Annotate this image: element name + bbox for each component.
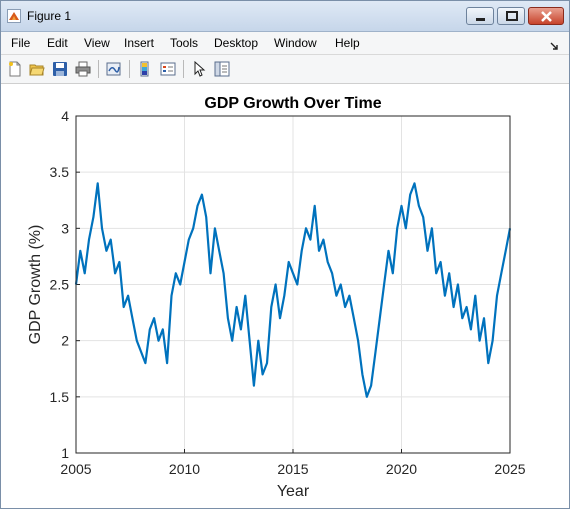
y-tick-label: 1	[61, 445, 69, 461]
legend-icon	[160, 62, 176, 76]
colorbar-button[interactable]	[135, 59, 155, 79]
menu-window[interactable]: Window	[274, 36, 317, 50]
toolbar-separator	[183, 60, 184, 78]
title-bar[interactable]: Figure 1	[1, 1, 569, 32]
y-tick-label: 3.5	[50, 164, 70, 180]
toolbar-separator	[98, 60, 99, 78]
pointer-button[interactable]	[189, 59, 209, 79]
maximize-icon	[506, 11, 518, 21]
menu-file[interactable]: File	[11, 36, 31, 50]
new-figure-icon	[9, 61, 21, 77]
y-axis-label: GDP Growth (%)	[27, 225, 44, 345]
y-tick-label: 3	[61, 220, 69, 236]
x-tick-label: 2010	[169, 461, 200, 477]
x-tick-label: 2025	[494, 461, 525, 477]
colorbar-icon	[140, 61, 149, 77]
chart-title: GDP Growth Over Time	[204, 95, 381, 112]
y-tick-label: 2.5	[50, 277, 70, 293]
y-tick-label: 2	[61, 333, 69, 349]
figure-toolbar	[1, 55, 569, 84]
menu-help[interactable]: Help	[335, 36, 360, 50]
minimize-button[interactable]	[466, 7, 494, 25]
minimize-icon	[476, 18, 485, 21]
plot-axes[interactable]: 2005 2010 2015 2020 2025 1 1.5 2 2.5 3 3.5 4 GDP Gr…	[0, 83, 568, 507]
window-title: Figure 1	[27, 9, 72, 23]
close-icon	[541, 11, 552, 22]
menu-insert[interactable]: Insert	[124, 36, 155, 50]
y-tick-label: 1.5	[50, 389, 70, 405]
gdp-growth-series-line	[74, 182, 512, 398]
toolbar-separator	[129, 60, 130, 78]
new-figure-button[interactable]	[5, 59, 25, 79]
menu-bar: File Edit View Insert Tools Desktop Wind…	[1, 32, 569, 55]
menu-tools[interactable]: Tools	[170, 36, 199, 50]
property-editor-button[interactable]	[212, 59, 232, 79]
y-tick-label: 4	[61, 108, 69, 124]
link-plot-icon	[106, 62, 121, 76]
property-editor-icon	[214, 61, 230, 77]
x-tick-label: 2015	[277, 461, 308, 477]
open-file-icon	[29, 64, 45, 76]
close-button[interactable]	[528, 7, 564, 25]
matlab-figure-icon	[7, 9, 21, 23]
print-icon	[75, 61, 91, 77]
print-button[interactable]	[73, 59, 93, 79]
link-plot-button[interactable]	[104, 59, 124, 79]
dock-arrow-icon[interactable]	[549, 38, 559, 50]
x-axis-label: Year	[277, 483, 310, 500]
maximize-button[interactable]	[497, 7, 525, 25]
x-tick-label: 2020	[386, 461, 417, 477]
legend-button[interactable]	[158, 59, 178, 79]
menu-edit[interactable]: Edit	[47, 36, 68, 50]
menu-view[interactable]: View	[84, 36, 110, 50]
pointer-icon	[194, 61, 206, 77]
menu-desktop[interactable]: Desktop	[214, 36, 259, 50]
open-file-button[interactable]	[27, 59, 47, 79]
x-tick-label: 2005	[60, 461, 91, 477]
save-button[interactable]	[50, 59, 70, 79]
save-icon	[53, 62, 67, 76]
